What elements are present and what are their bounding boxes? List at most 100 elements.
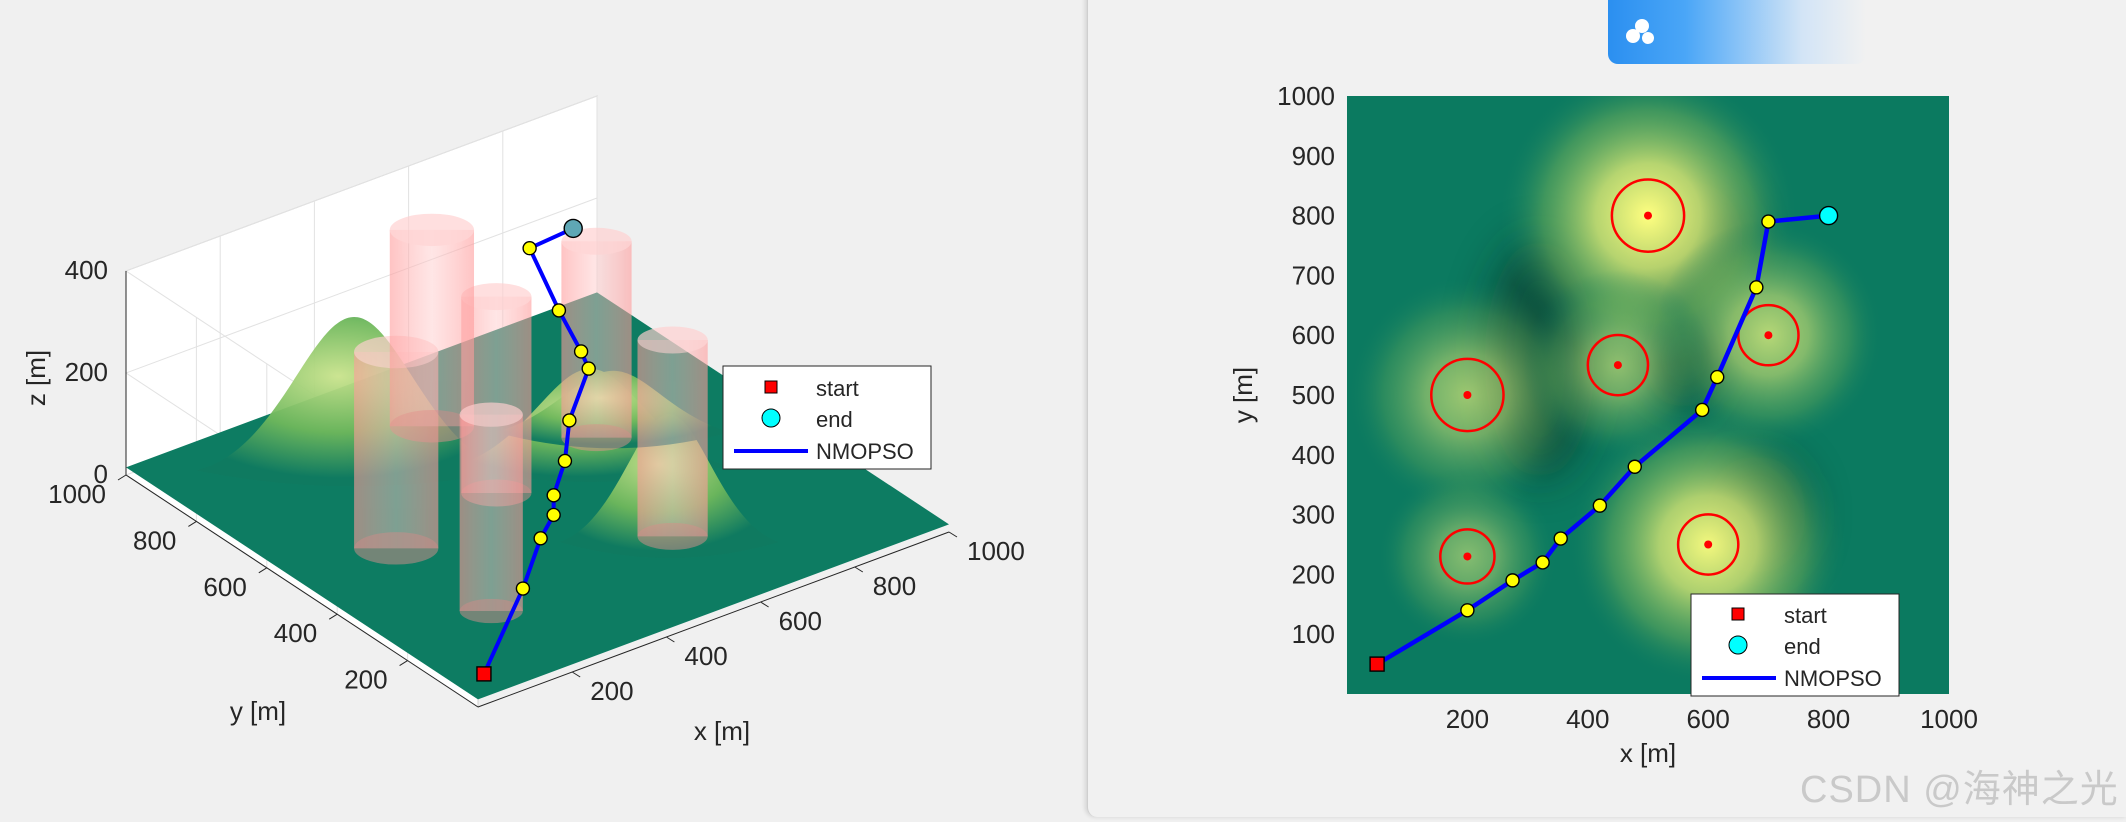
waypoint-marker [1761,214,1776,229]
z-axis-label: z [m] [21,350,51,406]
waypoint-marker [1505,573,1520,588]
legend-end-label: end [1784,634,1821,659]
app-logo-icon [1626,19,1654,44]
threat-cylinder-base [354,532,439,565]
app-badge[interactable] [1608,0,1866,64]
waypoint-marker [1694,402,1710,418]
x-tick-label: 800 [1807,704,1850,734]
legend-start-label: start [816,376,859,401]
threat-cylinder [389,213,475,443]
y-tick-label: 200 [1292,559,1335,589]
end-marker [563,218,583,239]
threat-circle [1439,528,1496,585]
z-tick-label: 200 [65,357,108,387]
y-axis-label: y [m] [230,696,286,726]
legend-path-label: NMOPSO [1784,666,1882,691]
y-tick-label: 100 [1292,619,1335,649]
threat-cylinder-body [459,414,523,611]
y-tick-label: 400 [274,618,317,648]
threat-circle [1737,303,1800,367]
z-tick-label: 400 [65,255,108,285]
threat-center [1613,361,1622,370]
waypoint-marker [581,361,596,376]
x-tick-label: 400 [1566,704,1609,734]
x-tick-label: 600 [1687,704,1730,734]
y-tick [117,474,127,481]
y-tick [188,520,197,527]
x-tick-label: 600 [779,606,822,636]
path-nmopso-line [1375,213,1829,667]
x-tick [666,636,675,643]
threat-cylinder [459,402,523,624]
watermark: CSDN @海神之光 [1800,769,2119,811]
figure-3d-panel: 200 400 600 800 1000 200 400 600 800 1000 0 200 400 x… [21,95,1025,746]
waypoint-marker [1460,603,1475,618]
waypoint-marker [551,303,567,318]
y-tick-label: 500 [1292,380,1335,410]
x-tick [948,531,958,538]
y-tick [399,660,408,667]
threat-cylinder-base [389,410,475,443]
x-tick-label: 1000 [967,536,1025,566]
legend-end-label: end [816,407,853,432]
waypoint-marker [522,241,537,256]
x-tick-label: 400 [684,641,727,671]
figure-2d-panel: 200 400 600 800 1000 100 200 300 400 500 600 700 800… [1087,0,2126,817]
legend-3d: start end NMOPSO [722,365,932,470]
threat-center [1644,211,1652,220]
y-tick-label: 800 [133,525,176,555]
z-tick-label: 0 [94,459,108,489]
waypoint-marker [533,531,548,546]
chart-2d: 200 400 600 800 1000 100 200 300 400 500 600 700 800… [1228,81,1978,768]
threat-cylinder [637,326,708,550]
x-tick-label: 200 [1446,704,1489,734]
legend-2d: start end NMOPSO [1690,593,1900,697]
legend-start-symbol [1731,607,1745,621]
threat-cylinder-base [637,522,708,550]
threat-cylinder-top [637,326,708,354]
waypoint-marker [546,488,561,503]
y-tick-label: 1000 [48,479,106,509]
axis-y-line [125,474,479,708]
x-tick [760,601,769,608]
waypoint-marker [515,581,531,596]
threat-circle [1430,357,1505,433]
x-axis-label: x [m] [694,716,750,746]
x-tick-label: 800 [873,571,916,601]
threat-cylinder-base [561,424,632,452]
waypoint-marker [1749,280,1764,295]
threat-center [1463,391,1472,399]
y-tick-label: 400 [1292,440,1335,470]
threat-circle [1586,333,1650,397]
axis-x-line [477,531,950,708]
threat-cylinder-body [389,229,475,427]
y-tick-label: 800 [1292,201,1335,231]
x-tick [854,566,864,573]
threat-center [1463,552,1472,561]
y-tick-label: 700 [1292,260,1335,290]
waypoint-marker [573,344,589,359]
legend-start-symbol [764,380,778,394]
y-tick-label: 1000 [1277,81,1335,111]
legend-end-symbol [1728,635,1748,655]
threat-center [1764,331,1773,340]
waypoint-marker [557,453,573,469]
threat-cylinder-top [389,213,475,247]
start-marker [476,666,492,682]
legend-end-symbol [761,408,781,428]
y-axis-label: y [m] [1228,367,1258,423]
waypoint-marker [1627,459,1642,474]
waypoint-marker [1710,369,1725,385]
threat-cylinder-top [459,402,523,427]
y-tick-label: 300 [1292,500,1335,530]
path-nmopso-line [482,226,591,675]
legend-path-label: NMOPSO [816,439,914,464]
threat-center [1704,540,1713,549]
y-tick [328,613,338,620]
threat-cylinder-base [459,598,523,624]
start-marker [1369,656,1385,672]
waypoint-marker [1553,531,1568,546]
waypoint-marker [1535,555,1550,570]
threat-cylinder-body [637,340,708,537]
y-tick-label: 600 [1292,320,1335,350]
